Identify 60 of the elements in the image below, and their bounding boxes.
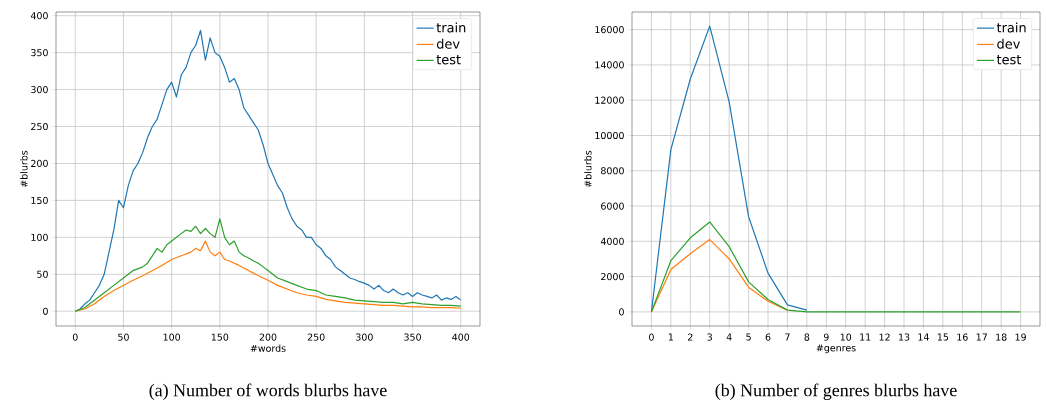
legend-label: dev <box>997 38 1020 49</box>
y-tick-label: 400 <box>30 12 48 20</box>
y-tick-label: 350 <box>31 49 48 57</box>
line-series <box>650 25 808 313</box>
x-tick-label: 11 <box>860 333 871 341</box>
legend-label: test <box>996 55 1022 65</box>
x-tick-label: 13 <box>899 333 910 341</box>
legend-label: train <box>996 22 1026 33</box>
x-tick-label: 50 <box>118 333 129 341</box>
x-tick-label: 0 <box>72 333 78 341</box>
x-tick-label: 5 <box>746 333 751 341</box>
y-tick-label: 2000 <box>601 273 624 281</box>
x-tick-label: 0 <box>649 333 654 341</box>
x-tick-label: 400 <box>452 333 470 341</box>
x-tick-label: 8 <box>804 333 810 341</box>
text: (a) Number of words blurbs have <box>149 383 387 400</box>
x-tick-label: 200 <box>259 333 277 341</box>
y-tick-label: 4000 <box>600 237 624 245</box>
x-tick-label: 6 <box>765 333 771 341</box>
x-tick-label: 7 <box>785 333 790 341</box>
x-tick-label: 9 <box>823 333 829 341</box>
y-tick-label: 0 <box>619 308 624 316</box>
x-tick-label: 1 <box>668 333 674 341</box>
x-tick-label: 12 <box>879 333 890 341</box>
x-tick-label: 2 <box>687 333 693 341</box>
y-axis-title: #blurbs <box>584 150 592 187</box>
x-tick-label: 17 <box>976 333 987 341</box>
y-tick-label: 8000 <box>601 167 624 175</box>
y-tick-label: 12000 <box>595 96 624 104</box>
legend-label: dev <box>436 38 460 49</box>
x-tick-label: 16 <box>957 333 968 341</box>
x-tick-label: 3 <box>707 333 712 341</box>
y-tick-label: 14000 <box>595 61 624 69</box>
x-axis-title: #words <box>250 344 286 352</box>
y-tick-label: 50 <box>37 270 48 278</box>
x-tick-label: 350 <box>404 333 421 341</box>
y-tick-label: 200 <box>31 159 48 168</box>
x-tick-label: 10 <box>840 333 852 341</box>
x-axis-title: #genres <box>816 344 856 354</box>
y-tick-label: 0 <box>43 307 48 315</box>
text: (b) Number of genres blurbs have <box>715 383 957 401</box>
x-tick-label: 15 <box>937 333 949 341</box>
x-tick-label: 4 <box>726 333 732 341</box>
y-axis-title: #blurbs <box>20 150 28 187</box>
x-tick-label: 14 <box>918 333 929 341</box>
y-tick-label: 100 <box>31 233 48 241</box>
x-tick-label: 18 <box>996 333 1007 341</box>
y-tick-label: 16000 <box>595 26 624 34</box>
x-tick-label: 150 <box>211 333 229 341</box>
y-tick-label: 150 <box>31 196 48 204</box>
legend-label: test <box>436 55 461 65</box>
x-tick-label: 300 <box>356 333 373 341</box>
y-tick-label: 300 <box>31 85 48 94</box>
x-tick-label: 19 <box>1015 333 1026 341</box>
y-tick-label: 10000 <box>595 131 624 140</box>
x-tick-label: 100 <box>163 333 181 341</box>
legend-label: train <box>436 22 466 33</box>
x-tick-label: 250 <box>307 333 325 341</box>
y-tick-label: 6000 <box>601 202 624 210</box>
y-tick-label: 250 <box>31 122 48 131</box>
